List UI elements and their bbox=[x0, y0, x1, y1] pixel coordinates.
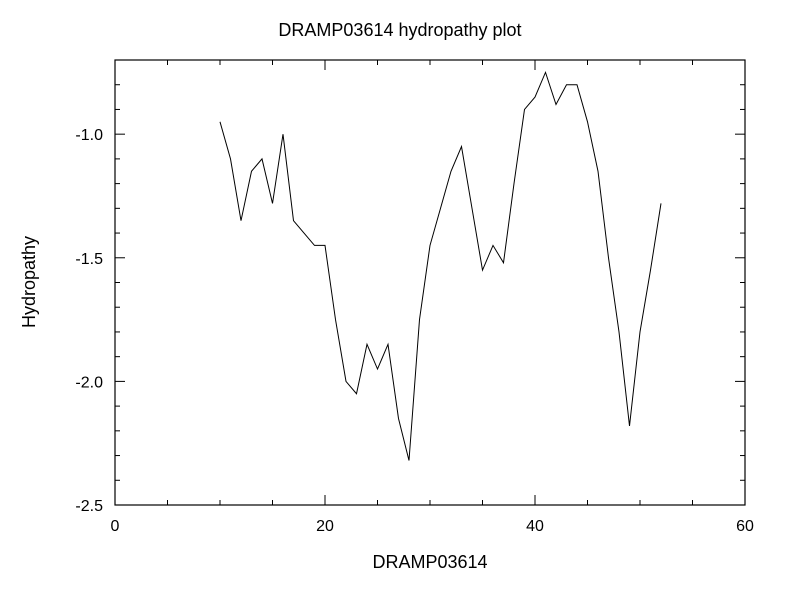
x-axis-label: DRAMP03614 bbox=[372, 552, 487, 572]
hydropathy-plot: DRAMP03614 hydropathy plot DRAMP03614 Hy… bbox=[0, 0, 800, 600]
x-tick-label: 20 bbox=[316, 518, 334, 535]
x-tick-label: 40 bbox=[526, 518, 544, 535]
y-tick-label: -1.5 bbox=[75, 251, 103, 268]
y-axis-label: Hydropathy bbox=[19, 236, 39, 328]
chart-title: DRAMP03614 hydropathy plot bbox=[278, 20, 521, 40]
plot-background bbox=[0, 0, 800, 600]
x-tick-label: 60 bbox=[736, 518, 754, 535]
x-tick-label: 0 bbox=[111, 518, 120, 535]
chart-container: DRAMP03614 hydropathy plot DRAMP03614 Hy… bbox=[0, 0, 800, 600]
y-tick-label: -2.5 bbox=[75, 498, 103, 515]
y-tick-label: -1.0 bbox=[75, 127, 103, 144]
y-tick-label: -2.0 bbox=[75, 374, 103, 391]
